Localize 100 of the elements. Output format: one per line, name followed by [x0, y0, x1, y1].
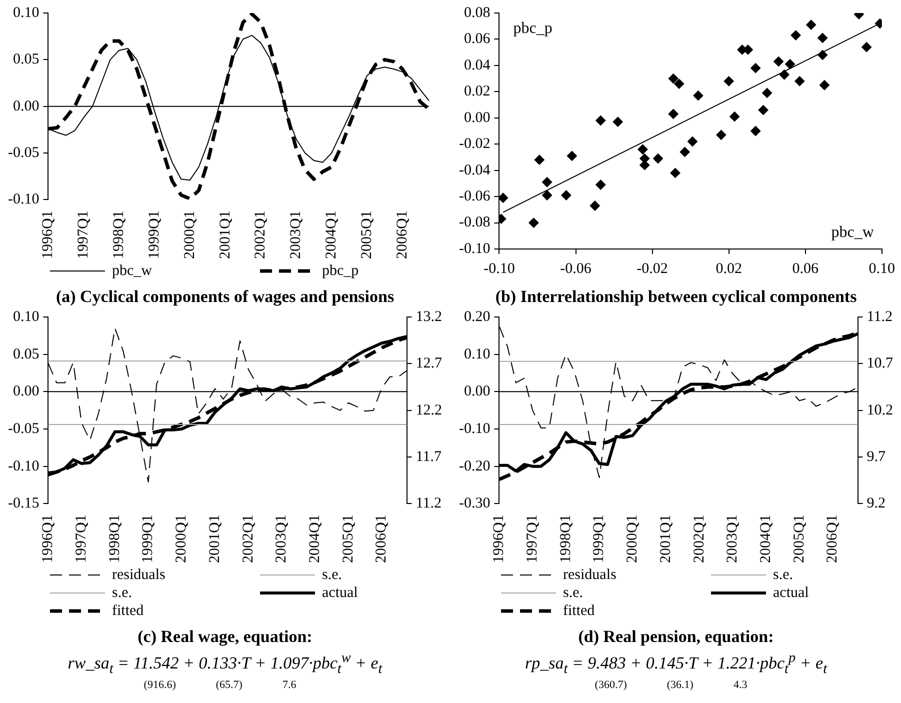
y-tick-label: -0.06 — [458, 188, 491, 204]
x-tick-label: 2001Q1 — [206, 514, 223, 564]
y-tick-label: 0.10 — [464, 346, 490, 362]
x-tick-label: 2000Q1 — [624, 514, 641, 564]
x-tick-label: 2005Q1 — [358, 210, 375, 260]
y-tick-label: -0.05 — [8, 144, 40, 161]
y-tick-label: -0.05 — [8, 420, 40, 437]
y-tick-label: -0.10 — [8, 458, 40, 474]
y-tick-label: -0.10 — [8, 192, 40, 208]
y-tick-label: 0.06 — [464, 31, 491, 48]
y-tick-label: -0.04 — [458, 162, 491, 178]
x-tick-label: -0.10 — [484, 260, 515, 277]
y-tick-label: -0.20 — [458, 458, 490, 474]
y-tick-label: -0.08 — [458, 214, 490, 231]
text: (c) Real wage, equation: — [136, 626, 314, 648]
x-tick-label: 0.10 — [868, 260, 895, 277]
text: (65.7) — [216, 679, 242, 692]
legend-label: actual — [322, 584, 358, 601]
y2-tick-label: 10.7 — [866, 356, 894, 372]
x-tick-label: 1998Q1 — [111, 210, 128, 260]
legend-label: pbc_w — [112, 262, 152, 279]
x-tick-label: 2001Q1 — [658, 514, 674, 564]
y-tick-label: 0.10 — [12, 4, 40, 21]
y-axis-title: pbc_p — [513, 20, 552, 38]
x-tick-label: 2001Q1 — [217, 210, 234, 260]
x-tick-label: 2003Q1 — [724, 514, 741, 564]
x-tick-label: 2006Q1 — [394, 210, 410, 260]
text: (360.7) — [594, 679, 627, 692]
text: (b) Interrelationship between cyclical components — [494, 286, 858, 308]
legend-label: fitted — [563, 602, 596, 619]
text: (916.6) — [144, 679, 176, 692]
x-tick-label: -0.02 — [636, 260, 668, 277]
y-tick-label: 0.00 — [12, 384, 40, 400]
x-tick-label: 2002Q1 — [691, 514, 708, 564]
y-tick-label: 0.05 — [12, 52, 40, 68]
x-tick-label: 2005Q1 — [340, 514, 356, 564]
y2-tick-label: 12.7 — [416, 356, 442, 372]
x-tick-label: 2002Q1 — [252, 210, 269, 260]
y2-tick-label: 13.2 — [416, 308, 442, 325]
x-tick-label: 2004Q1 — [758, 514, 774, 564]
legend-label: residuals — [563, 566, 616, 583]
y-tick-label: 0.08 — [464, 4, 490, 21]
y2-tick-label: 12.2 — [416, 402, 442, 418]
y-tick-label: -0.02 — [458, 136, 490, 152]
y2-tick-label: 11.2 — [416, 496, 442, 512]
y-tick-label: 0.00 — [12, 98, 40, 114]
legend-label: s.e. — [563, 584, 583, 601]
x-tick-label: 1998Q1 — [106, 514, 123, 564]
x-tick-label: 2003Q1 — [288, 210, 304, 260]
x-tick-label: 0.02 — [716, 260, 742, 277]
x-tick-label: 0.06 — [792, 260, 819, 277]
x-tick-label: 2004Q1 — [306, 514, 323, 564]
y-tick-label: 0.00 — [464, 110, 490, 126]
x-tick-label: 2003Q1 — [274, 514, 290, 564]
text: rw_sa$_{t}$ = 11.542 + 0.133·T + 1.097·pbc$_{t}$$^{w}$ + e$_{t}$ — [66, 649, 384, 680]
y-tick-label: 0.02 — [464, 84, 490, 100]
text: (a) Cyclical components of wages and pensions — [54, 286, 396, 308]
y-tick-label: -0.10 — [458, 420, 490, 437]
x-tick-label: 2000Q1 — [174, 514, 190, 564]
x-tick-label: 1996Q1 — [40, 210, 56, 260]
y-tick-label: 0.04 — [464, 57, 491, 74]
x-tick-label: 1996Q1 — [491, 514, 508, 564]
text: 7.6 — [282, 679, 296, 692]
y-tick-label: 0.05 — [12, 346, 40, 362]
x-tick-label: 1999Q1 — [140, 514, 156, 564]
text: (d) Real pension, equation: — [577, 626, 775, 648]
x-tick-label: 1997Q1 — [76, 210, 92, 260]
x-tick-label: 1999Q1 — [591, 514, 608, 564]
y-tick-label: -0.15 — [8, 496, 40, 512]
x-tick-label: 2002Q1 — [240, 514, 256, 564]
y2-tick-label: 9.7 — [866, 448, 886, 465]
legend-label: pbc_p — [322, 262, 359, 279]
x-tick-label: 2004Q1 — [324, 210, 340, 260]
y-tick-label: 0.00 — [464, 384, 490, 400]
x-tick-label: 1997Q1 — [74, 514, 90, 564]
x-tick-label: 1997Q1 — [524, 514, 541, 564]
legend-label: actual — [773, 584, 809, 601]
x-tick-label: 2000Q1 — [182, 210, 198, 260]
text: rp_sa$_{t}$ = 9.483 + 0.145·T + 1.221·pbc$_{t}$$^{p}$ + e$_{t}$ — [524, 649, 828, 680]
y2-tick-label: 11.7 — [416, 448, 442, 465]
y2-tick-label: 11.2 — [866, 308, 892, 325]
legend-label: fitted — [112, 602, 144, 619]
y-tick-label: 0.10 — [12, 308, 40, 325]
x-tick-label: -0.06 — [560, 260, 592, 277]
y2-tick-label: 9.2 — [866, 496, 886, 512]
legend-label: s.e. — [112, 584, 132, 601]
text: 4.3 — [733, 679, 748, 692]
x-tick-label: 2006Q1 — [374, 514, 390, 564]
y-tick-label: 0.20 — [464, 308, 490, 325]
y2-tick-label: 10.2 — [866, 402, 893, 418]
x-tick-label: 2005Q1 — [791, 514, 808, 564]
x-axis-title: pbc_w — [831, 224, 874, 242]
y-tick-label: -0.30 — [458, 496, 490, 512]
x-tick-label: 2006Q1 — [824, 514, 841, 564]
legend-label: s.e. — [322, 566, 342, 583]
x-tick-label: 1998Q1 — [558, 514, 574, 564]
x-tick-label: 1996Q1 — [40, 514, 56, 564]
text: (36.1) — [666, 679, 694, 692]
legend-label: residuals — [112, 566, 166, 583]
x-tick-label: 1999Q1 — [146, 210, 162, 260]
